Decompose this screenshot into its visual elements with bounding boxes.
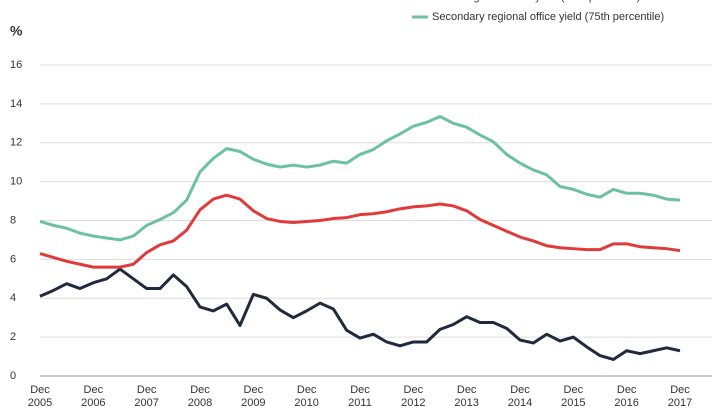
x-tick-label: Dec 2009	[241, 384, 266, 409]
y-tick-label: 4	[10, 292, 16, 304]
y-tick-label: 0	[10, 370, 16, 382]
x-tick-label: Dec 2007	[134, 384, 159, 409]
legend-label: Secondary regional office yield (75th pe…	[432, 11, 664, 23]
x-tick-label: Dec 2006	[81, 384, 106, 409]
x-tick-label: Dec 2016	[614, 384, 639, 409]
x-tick-label: Dec 2011	[348, 384, 372, 409]
x-tick-label: Dec 2012	[401, 384, 426, 409]
x-tick-label: Dec 2005	[27, 384, 53, 409]
y-tick-label: 12	[10, 137, 22, 149]
line-series	[39, 193, 681, 269]
legend-label: Prime regional office yield (25th percen…	[432, 0, 640, 3]
x-tick-label: Dec 2014	[507, 384, 533, 409]
y-axis-label: %	[10, 23, 23, 39]
y-tick-label: 10	[10, 176, 22, 188]
y-tick-label: 14	[10, 98, 22, 110]
line-series	[39, 267, 681, 361]
y-tick-label: 6	[10, 253, 16, 265]
x-tick-label: Dec 2017	[667, 384, 693, 409]
x-tick-label: Dec 2013	[454, 384, 479, 409]
x-tick-label: Dec 2015	[561, 384, 586, 409]
x-tick-label: Dec 2010	[294, 384, 319, 409]
y-tick-label: 2	[10, 331, 16, 343]
line-series	[39, 115, 681, 242]
y-tick-label: 16	[10, 59, 22, 71]
x-tick-label: Dec 2008	[187, 384, 213, 409]
y-tick-label: 8	[10, 214, 16, 226]
